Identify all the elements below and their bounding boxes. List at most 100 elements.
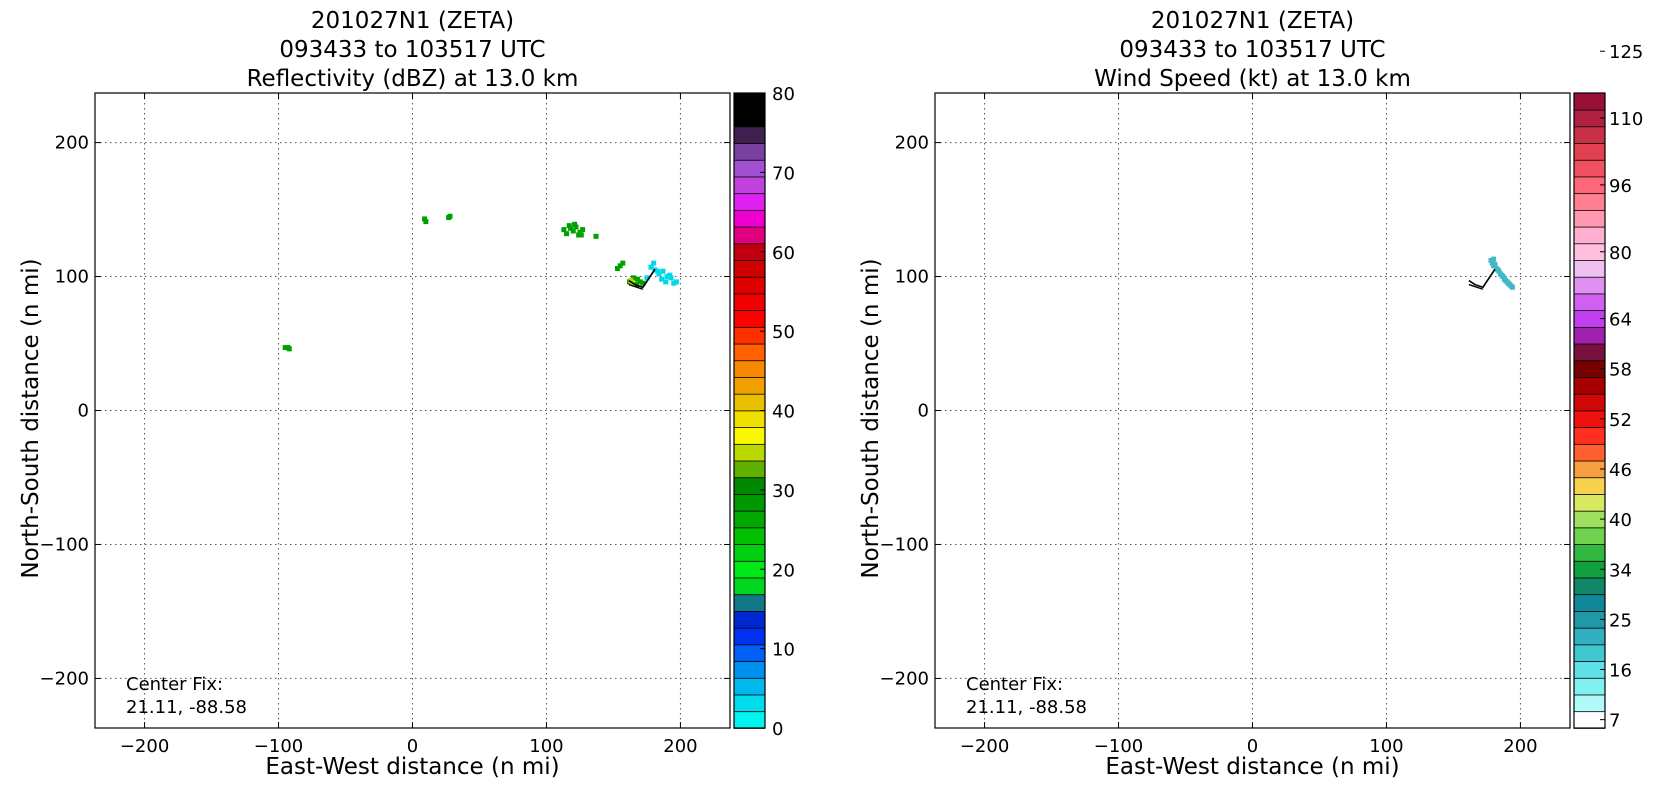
wind-barb-flag (628, 283, 644, 290)
colorbar-bin (733, 293, 766, 312)
data-point (564, 231, 570, 237)
colorbar-bin (733, 493, 766, 512)
colorbar-bin (733, 610, 766, 629)
colorbar-bin (1573, 677, 1606, 696)
colorbar-bin (733, 159, 766, 178)
data-point (620, 260, 626, 266)
data-point (576, 232, 582, 238)
colorbar-bin (1573, 192, 1606, 211)
data-point (447, 213, 453, 219)
center-fix-value: 21.11, -88.58 (966, 697, 1087, 718)
x-tick-label: −100 (1094, 736, 1143, 757)
y-tick-label: 200 (895, 133, 929, 154)
data-point (566, 223, 572, 229)
data-point (593, 233, 599, 239)
data-point (1507, 282, 1513, 288)
data-point (568, 225, 574, 231)
data-point (423, 219, 429, 225)
colorbar-bin (1573, 209, 1606, 228)
y-tick-label: 100 (895, 267, 929, 288)
colorbar-bin (733, 660, 766, 679)
chart-subtitle-field: Reflectivity (dBZ) at 13.0 km (247, 66, 579, 92)
chart-subtitle-field: Wind Speed (kt) at 13.0 km (1094, 66, 1411, 92)
y-tick-label: 0 (78, 401, 89, 422)
colorbar-bin (1573, 343, 1606, 362)
colorbar-tick-label: 125 (1609, 42, 1643, 63)
x-tick-label: −100 (254, 736, 303, 757)
colorbar-bin (733, 543, 766, 562)
colorbar-bin (733, 142, 766, 161)
colorbar-bin (1573, 593, 1606, 612)
colorbar-bin (1573, 259, 1606, 278)
data-point (640, 280, 646, 286)
colorbar-tick-label: 40 (772, 402, 795, 423)
data-point (1499, 272, 1505, 278)
colorbar-bin (733, 309, 766, 328)
colorbar-bin (733, 527, 766, 545)
data-point (578, 232, 584, 238)
colorbar-tick-label: 10 (772, 640, 795, 661)
colorbar-bin (733, 694, 766, 713)
colorbar-bin (733, 376, 766, 395)
y-tick-label: 100 (55, 267, 89, 288)
data-point (663, 279, 669, 285)
x-tick-label: 100 (1369, 736, 1403, 757)
colorbar-tick-label: 20 (772, 560, 795, 581)
colorbar-tick-label: 70 (772, 163, 795, 184)
colorbar-tick-label: 34 (1609, 560, 1632, 581)
data-point (631, 275, 637, 281)
colorbar-bin (733, 259, 766, 278)
wind-barb (1468, 268, 1496, 289)
x-tick-label: 0 (1247, 736, 1258, 757)
colorbar-tick-label: 40 (1609, 510, 1632, 531)
colorbar-bin (733, 343, 766, 362)
x-axis-label: East-West distance (n mi) (1105, 754, 1399, 780)
data-point (635, 276, 641, 282)
colorbar-bin (1573, 577, 1606, 596)
colorbar-tick-label: 80 (1609, 243, 1632, 264)
data-point (644, 275, 650, 281)
colorbar-tick-label: 25 (1609, 610, 1632, 631)
colorbar-bin (733, 677, 766, 696)
colorbar-bin (733, 627, 766, 646)
chart-subtitle-time: 093433 to 103517 UTC (1119, 37, 1385, 63)
colorbar-tick-label: 60 (772, 243, 795, 264)
x-tick-label: 200 (1503, 736, 1537, 757)
data-point (1503, 278, 1509, 284)
data-point (1492, 261, 1498, 267)
colorbar-bin (733, 460, 766, 479)
colorbar-bin (733, 644, 766, 662)
colorbar-bin (733, 209, 766, 228)
center-fix-value: 21.11, -88.58 (126, 697, 247, 718)
colorbar-bin (733, 593, 766, 612)
data-point (659, 276, 665, 282)
data-point (637, 279, 643, 285)
colorbar-tick-label: 64 (1609, 310, 1632, 331)
colorbar-bin (733, 126, 766, 144)
data-point (656, 271, 662, 277)
colorbar-bin (1573, 644, 1606, 662)
colorbar-bin (733, 192, 766, 211)
colorbar-tick-label: 7 (1609, 711, 1620, 732)
x-tick-label: 100 (529, 736, 563, 757)
colorbar-bin (1573, 126, 1606, 144)
colorbar-bin (1573, 226, 1606, 245)
colorbar-bin (733, 226, 766, 245)
colorbar-bin (1573, 493, 1606, 512)
colorbar-bin (1573, 694, 1606, 713)
center-fix-label: Center Fix: (126, 674, 223, 695)
colorbar-frame (1573, 92, 1606, 729)
data-point (572, 221, 578, 227)
colorbar-bin (733, 326, 766, 345)
colorbar-bin (1573, 142, 1606, 161)
data-point (617, 263, 623, 269)
colorbar-tick-label: 30 (772, 481, 795, 502)
data-point (671, 280, 677, 286)
y-axis-label: North-South distance (n mi) (18, 258, 44, 578)
colorbar-bin (733, 92, 766, 111)
data-point (580, 227, 586, 233)
y-tick-label: −200 (40, 668, 89, 689)
wind-barb (628, 268, 656, 289)
colorbar-tick-label: 52 (1609, 410, 1632, 431)
data-point (664, 274, 670, 280)
